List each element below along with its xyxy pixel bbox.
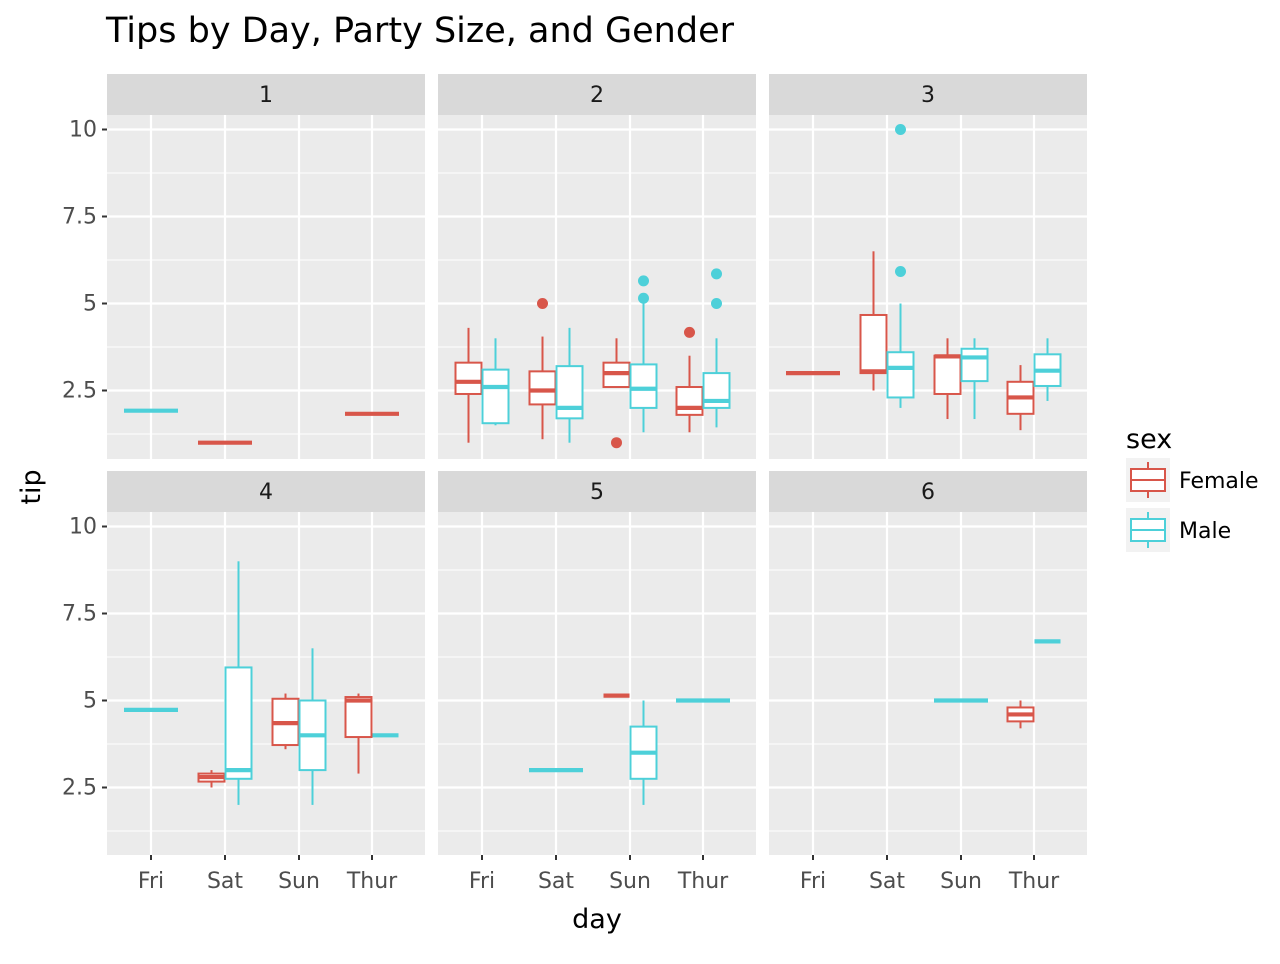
x-tick-label: Sun xyxy=(609,869,651,894)
facet-panel: 4 2.5 5 7.5 10 Fri Sat Sun Thur xyxy=(62,471,425,894)
box-sun-female xyxy=(933,338,962,420)
box-body xyxy=(454,361,483,395)
x-tick-label: Sat xyxy=(538,869,574,894)
box-body xyxy=(481,368,510,425)
box-sun-male xyxy=(629,275,658,433)
box-thur-female xyxy=(1006,700,1035,729)
facet-strip-label: 3 xyxy=(921,83,935,108)
x-tick-label: Sat xyxy=(207,869,243,894)
outlier-point xyxy=(711,298,722,309)
x-tick-label: Fri xyxy=(469,869,495,894)
legend-label: Male xyxy=(1179,519,1231,544)
facet-strip-label: 2 xyxy=(590,83,604,108)
box-body xyxy=(960,347,989,383)
y-tick-label: 2.5 xyxy=(62,776,97,801)
y-tick-label: 5 xyxy=(83,292,97,317)
outlier-point xyxy=(895,124,906,135)
facet-strip-label: 5 xyxy=(590,480,604,505)
box-sun-male xyxy=(629,700,658,805)
box-fri-female xyxy=(454,327,483,443)
facet-panel: 2 xyxy=(438,74,756,459)
outlier-point xyxy=(638,275,649,287)
facet-strip xyxy=(107,471,425,512)
box-body xyxy=(675,386,704,416)
box-sat-male xyxy=(224,561,253,805)
facet-strip xyxy=(438,471,756,512)
outlier-point xyxy=(611,437,622,449)
box-body xyxy=(933,354,962,395)
legend: sex Female Male xyxy=(1126,424,1259,552)
facet-strip-label: 4 xyxy=(259,480,273,505)
facet-strip-label: 1 xyxy=(259,83,273,108)
panel-background xyxy=(438,512,756,855)
box-thur-female xyxy=(1006,365,1035,431)
x-tick-label: Sat xyxy=(869,869,905,894)
panel-background xyxy=(107,512,425,855)
chart-title: Tips by Day, Party Size, and Gender xyxy=(105,11,735,51)
facet-strip xyxy=(769,74,1087,115)
x-axis-title: day xyxy=(572,904,622,935)
facet-panel: 5 Fri Sat Sun Thur xyxy=(438,471,756,894)
panel-background xyxy=(769,115,1087,459)
outlier-point xyxy=(711,268,722,280)
box-body xyxy=(629,363,658,409)
box-body xyxy=(555,365,584,420)
legend-label: Female xyxy=(1179,469,1259,494)
box-thur-male xyxy=(702,268,731,428)
x-tick-label: Fri xyxy=(800,869,826,894)
box-body xyxy=(528,370,557,406)
facet-strip xyxy=(769,471,1087,512)
x-tick-label: Thur xyxy=(346,869,398,894)
panel-background xyxy=(107,115,425,459)
outlier-point xyxy=(895,265,906,277)
y-tick-label: 5 xyxy=(83,689,97,714)
box-thur-male xyxy=(1033,338,1062,401)
legend-title: sex xyxy=(1126,424,1172,455)
box-body xyxy=(344,696,373,739)
y-axis-title: tip xyxy=(16,469,47,504)
box-sun-female xyxy=(602,338,631,449)
x-tick-label: Fri xyxy=(138,869,164,894)
y-tick-label: 10 xyxy=(69,118,97,143)
y-tick-label: 7.5 xyxy=(62,205,97,230)
box-sat-male xyxy=(555,327,584,443)
legend-item-female: Female xyxy=(1126,458,1259,502)
box-body xyxy=(224,666,253,780)
box-thur-female xyxy=(344,693,373,774)
outlier-point xyxy=(537,298,548,309)
box-sun-female xyxy=(271,693,300,750)
facet-panel: 1 2.5 5 7.5 10 xyxy=(62,74,425,459)
x-tick-label: Sun xyxy=(278,869,320,894)
y-tick-label: 7.5 xyxy=(62,602,97,627)
facet-strip-label: 6 xyxy=(921,480,935,505)
facet-strip xyxy=(438,74,756,115)
x-tick-label: Thur xyxy=(1008,869,1060,894)
facet-strip xyxy=(107,74,425,115)
box-sun-male xyxy=(298,648,327,805)
box-fri-male xyxy=(481,338,510,426)
box-thur-female xyxy=(675,326,704,433)
box-body xyxy=(886,351,915,399)
panel-background xyxy=(769,512,1087,855)
legend-item-male: Male xyxy=(1126,508,1231,552)
outlier-point xyxy=(684,326,695,338)
y-tick-label: 2.5 xyxy=(62,379,97,404)
box-sat-male xyxy=(886,124,915,408)
facet-panels: 1 2.5 5 7.5 10 2 3 4 2.5 5 7.5 10 Fri Sat Sun Thur 5 Fri S… xyxy=(62,74,1087,894)
x-tick-label: Sun xyxy=(940,869,982,894)
box-body xyxy=(859,313,888,375)
box-sat-female xyxy=(859,251,888,391)
facet-panel: 6 Fri Sat Sun Thur xyxy=(769,471,1087,894)
box-sun-male xyxy=(960,338,989,420)
x-tick-label: Thur xyxy=(677,869,729,894)
outlier-point xyxy=(638,292,649,304)
y-tick-label: 10 xyxy=(69,515,97,540)
facet-panel: 3 xyxy=(769,74,1087,459)
